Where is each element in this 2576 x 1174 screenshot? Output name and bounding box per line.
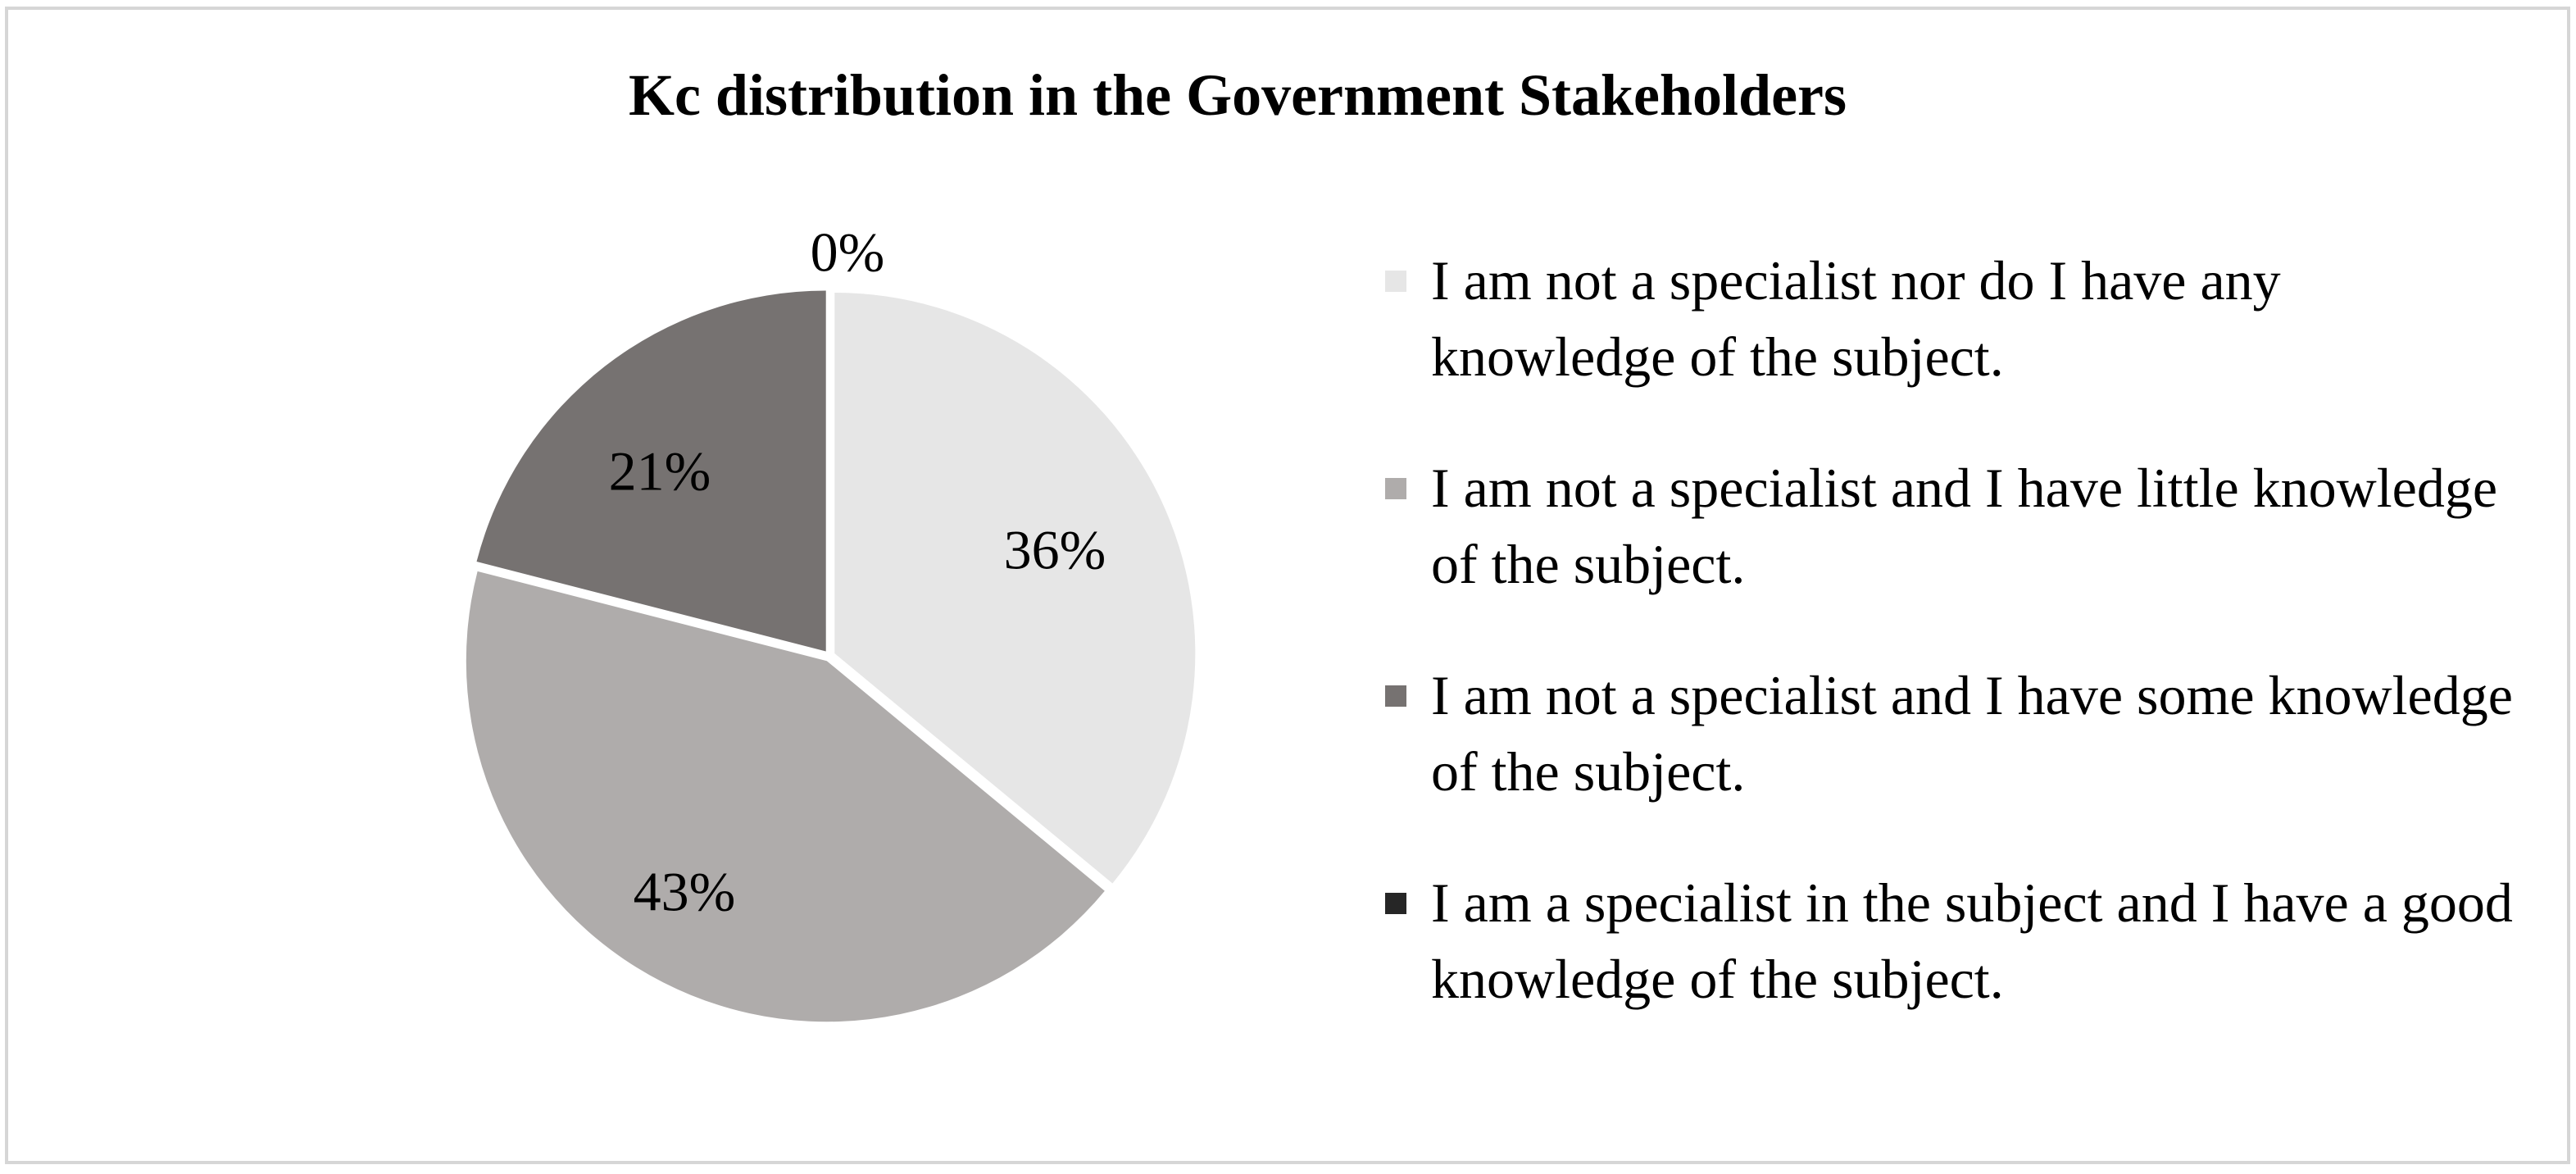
chart-title: Kc distribution in the Government Stakeh… <box>628 62 1847 128</box>
slice-value-label-3: 21% <box>609 440 711 503</box>
legend-label-4: I am a specialist in the subject and I h… <box>1431 871 2513 1010</box>
legend-label-1: I am not a specialist nor do I have any … <box>1431 249 2281 388</box>
pie-slice-2 <box>466 571 1105 1022</box>
pie-slices <box>466 290 1196 1022</box>
pie-slice-3 <box>476 290 826 652</box>
pie-slice-1 <box>834 293 1196 884</box>
legend-swatch-1 <box>1385 271 1406 292</box>
slice-value-label-4: 0% <box>811 221 885 284</box>
legend-item-2: I am not a specialist and I have little … <box>1385 450 2533 603</box>
legend-swatch-2 <box>1385 478 1406 499</box>
legend-label-3: I am not a specialist and I have some kn… <box>1431 664 2513 803</box>
slice-value-label-1: 36% <box>1004 519 1106 581</box>
slice-value-label-2: 43% <box>634 861 736 923</box>
pie-labels: 36% 43% 21% 0% <box>609 221 1106 923</box>
legend-item-3: I am not a specialist and I have some kn… <box>1385 658 2533 810</box>
legend-item-1: I am not a specialist nor do I have any … <box>1385 243 2533 395</box>
legend-swatch-4 <box>1385 893 1406 914</box>
legend-item-4: I am a specialist in the subject and I h… <box>1385 865 2533 1017</box>
legend: I am not a specialist nor do I have any … <box>1385 243 2533 1072</box>
legend-label-2: I am not a specialist and I have little … <box>1431 457 2498 595</box>
legend-swatch-3 <box>1385 685 1406 707</box>
chart-frame: Kc distribution in the Government Stakeh… <box>5 7 2570 1164</box>
